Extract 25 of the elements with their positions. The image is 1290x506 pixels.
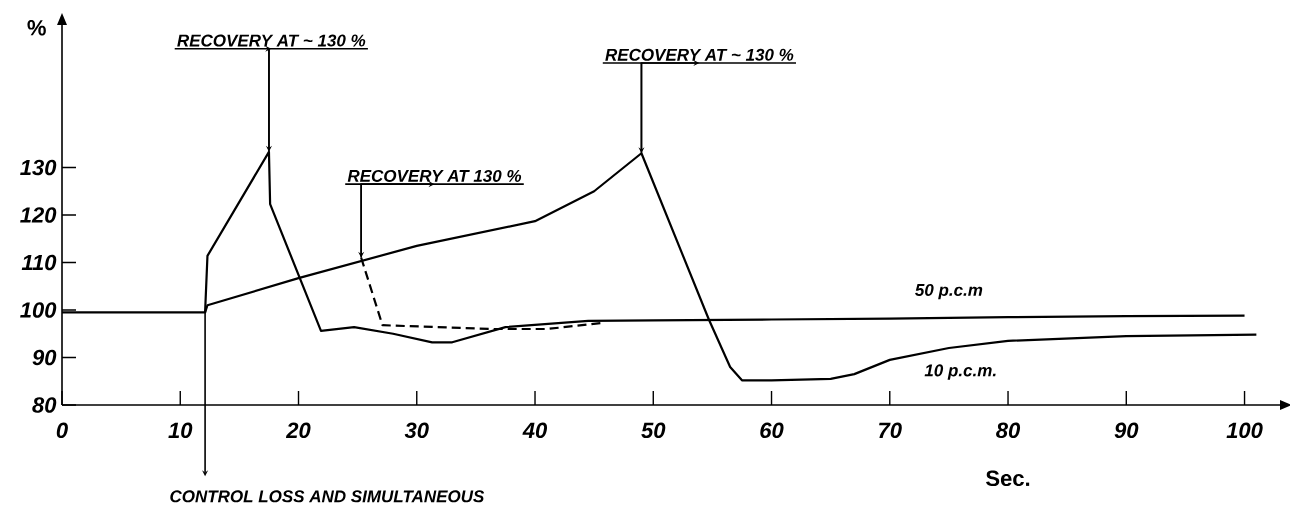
- y-tick-label: 110: [21, 254, 57, 271]
- x-tick-label: 20: [285, 422, 311, 439]
- y-tick-label: 90: [32, 349, 57, 366]
- y-tick-label: 120: [20, 207, 57, 223]
- x-tick-label: 90: [1114, 422, 1139, 439]
- x-tick-label: 10: [168, 422, 193, 439]
- x-tick-label: 80: [996, 422, 1021, 439]
- x-tick-label: 60: [760, 422, 784, 439]
- y-tick-label: 100: [20, 302, 57, 318]
- x-tick-label: 100: [1226, 422, 1263, 439]
- y-axis-title: %: [27, 19, 46, 36]
- y-tick-label: 80: [32, 397, 57, 413]
- series-label: 10 p.c.m.: [924, 364, 996, 380]
- annotation: RECOVERY AT ~ 130 %: [177, 34, 366, 47]
- x-tick-label: 40: [522, 422, 548, 439]
- x-axis-title: Sec.: [986, 470, 1030, 487]
- annotation: RECOVERY AT 130 %: [347, 169, 522, 182]
- x-tick-label: 50: [641, 422, 666, 439]
- annotation: RECOVERY AT ~ 130 %: [605, 48, 794, 61]
- x-tick-label: 70: [879, 422, 902, 439]
- annotation: CONTROL LOSS AND SIMULTANEOUS: [170, 490, 485, 503]
- x-tick-label: 30: [404, 422, 429, 439]
- y-tick-label: 130: [20, 159, 57, 176]
- x-tick-label: 0: [56, 422, 68, 439]
- series-label: 50 p.c.m: [915, 283, 983, 300]
